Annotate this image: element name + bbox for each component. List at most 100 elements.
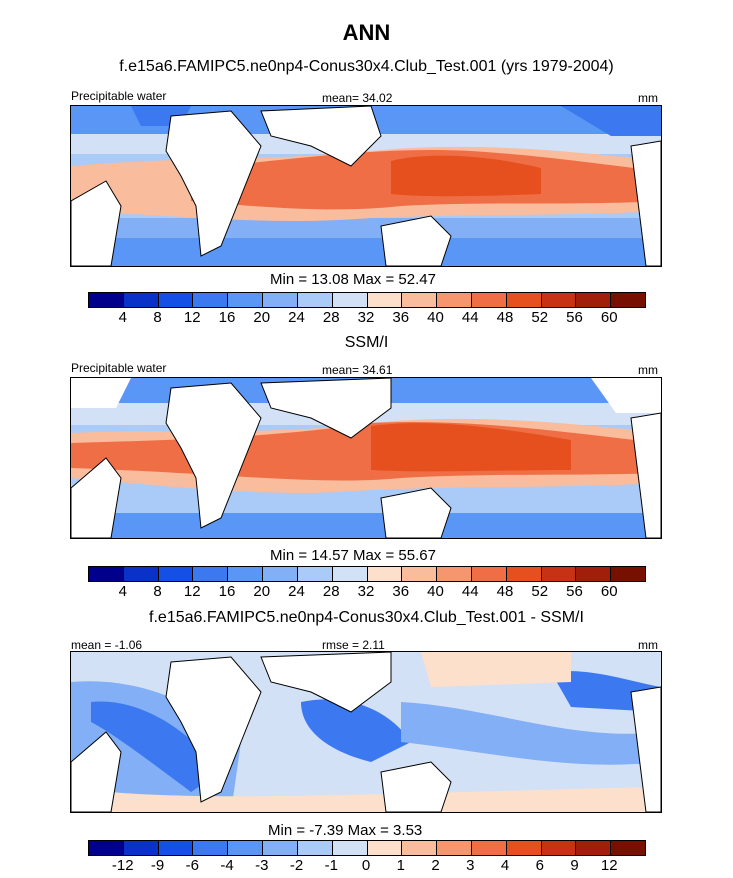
colorbar-tick-label: 28 bbox=[322, 583, 340, 600]
panel1-colorbar bbox=[88, 292, 646, 308]
panel1-minmax: Min = 13.08 Max = 52.47 bbox=[270, 271, 436, 288]
colorbar-swatch bbox=[506, 567, 542, 581]
colorbar-tick-label: 8 bbox=[153, 583, 162, 600]
colorbar-tick-label: 8 bbox=[153, 309, 162, 326]
colorbar-swatch bbox=[576, 567, 612, 581]
colorbar-tick-label: 2 bbox=[431, 857, 440, 874]
colorbar-swatch bbox=[576, 293, 612, 307]
colorbar-swatch bbox=[158, 293, 194, 307]
colorbar-tick-label: 6 bbox=[535, 857, 544, 874]
colorbar-tick-label: 28 bbox=[322, 309, 340, 326]
panel3-mean-label: mean = -1.06 bbox=[71, 638, 143, 652]
colorbar-swatch bbox=[89, 841, 124, 855]
colorbar-swatch bbox=[297, 567, 333, 581]
colorbar-swatch bbox=[89, 293, 124, 307]
colorbar-swatch bbox=[437, 293, 472, 307]
colorbar-tick-label: 0 bbox=[361, 857, 371, 874]
panel3-title: f.e15a6.FAMIPC5.ne0np4-Conus30x4.Club_Te… bbox=[149, 609, 584, 626]
colorbar-swatch bbox=[611, 567, 645, 581]
colorbar-tick-label: 48 bbox=[496, 309, 514, 326]
panel3-minmax: Min = -7.39 Max = 3.53 bbox=[268, 822, 423, 839]
colorbar-swatch bbox=[541, 293, 577, 307]
colorbar-swatch bbox=[158, 567, 194, 581]
panel2-title: SSM/I bbox=[344, 334, 389, 351]
colorbar-tick-label: 24 bbox=[288, 309, 305, 326]
colorbar-tick-label: 20 bbox=[253, 309, 271, 326]
colorbar-tick-label: 20 bbox=[253, 583, 271, 600]
colorbar-tick-label: 3 bbox=[466, 857, 475, 874]
colorbar-tick-label: -12 bbox=[111, 857, 134, 874]
colorbar-swatch bbox=[123, 293, 159, 307]
colorbar-tick-label: 24 bbox=[288, 583, 305, 600]
colorbar-tick-label: 52 bbox=[531, 309, 549, 326]
panel1-units-label: mm bbox=[638, 91, 658, 105]
colorbar-swatch bbox=[402, 841, 438, 855]
colorbar-tick-label: 60 bbox=[600, 309, 618, 326]
colorbar-swatch bbox=[332, 567, 368, 581]
colorbar-swatch bbox=[263, 293, 298, 307]
colorbar-tick-label: 4 bbox=[118, 583, 127, 600]
colorbar-tick-label: -9 bbox=[150, 857, 165, 874]
colorbar-tick-label: 36 bbox=[392, 583, 410, 600]
colorbar-swatch bbox=[123, 841, 159, 855]
panel2-map bbox=[70, 377, 662, 539]
colorbar-tick-label: 56 bbox=[566, 309, 583, 326]
panel1-map bbox=[70, 105, 662, 267]
colorbar-swatch bbox=[228, 841, 264, 855]
colorbar-swatch bbox=[506, 841, 542, 855]
colorbar-swatch bbox=[193, 841, 229, 855]
colorbar-tick-label: 16 bbox=[218, 583, 236, 600]
panel1-title: f.e15a6.FAMIPC5.ne0np4-Conus30x4.Club_Te… bbox=[119, 58, 614, 75]
colorbar-tick-label: 60 bbox=[600, 583, 618, 600]
colorbar-swatch bbox=[471, 567, 507, 581]
colorbar-swatch bbox=[332, 841, 368, 855]
colorbar-swatch bbox=[158, 841, 194, 855]
colorbar-swatch bbox=[193, 567, 229, 581]
colorbar-swatch bbox=[402, 567, 438, 581]
panel2-units-label: mm bbox=[638, 363, 658, 377]
colorbar-tick-label: 16 bbox=[218, 309, 236, 326]
colorbar-swatch bbox=[367, 841, 403, 855]
colorbar-tick-label: 56 bbox=[566, 583, 583, 600]
colorbar-swatch bbox=[437, 567, 472, 581]
colorbar-tick-label: -3 bbox=[255, 857, 269, 874]
panel3-map bbox=[70, 651, 662, 813]
colorbar-tick-label: 32 bbox=[357, 583, 375, 600]
colorbar-swatch bbox=[506, 293, 542, 307]
colorbar-swatch bbox=[437, 841, 472, 855]
panel2-minmax: Min = 14.57 Max = 55.67 bbox=[270, 547, 436, 564]
colorbar-tick-label: 48 bbox=[496, 583, 514, 600]
colorbar-swatch bbox=[576, 841, 612, 855]
colorbar-swatch bbox=[297, 293, 333, 307]
colorbar-tick-label: 12 bbox=[183, 309, 201, 326]
colorbar-swatch bbox=[297, 841, 333, 855]
panel2-mean-label: mean= 34.61 bbox=[322, 363, 393, 377]
panel3-rmse-label: rmse = 2.11 bbox=[322, 638, 385, 652]
colorbar-swatch bbox=[263, 567, 298, 581]
panel2-colorbar bbox=[88, 566, 646, 582]
colorbar-swatch bbox=[89, 567, 124, 581]
colorbar-tick-label: 52 bbox=[531, 583, 549, 600]
colorbar-swatch bbox=[402, 293, 438, 307]
colorbar-tick-label: 44 bbox=[461, 583, 479, 600]
colorbar-swatch bbox=[541, 841, 577, 855]
colorbar-swatch bbox=[123, 567, 159, 581]
colorbar-swatch bbox=[367, 293, 403, 307]
colorbar-tick-label: 4 bbox=[500, 857, 510, 874]
colorbar-tick-label: 1 bbox=[396, 857, 405, 874]
colorbar-tick-label: -2 bbox=[289, 857, 304, 874]
colorbar-tick-label: -6 bbox=[185, 857, 199, 874]
colorbar-tick-label: 36 bbox=[392, 309, 410, 326]
colorbar-swatch bbox=[193, 293, 229, 307]
colorbar-swatch bbox=[471, 293, 507, 307]
colorbar-swatch bbox=[611, 293, 645, 307]
colorbar-swatch bbox=[332, 293, 368, 307]
colorbar-swatch bbox=[471, 841, 507, 855]
panel1-variable-label: Precipitable water bbox=[71, 89, 167, 103]
colorbar-tick-label: 12 bbox=[600, 857, 618, 874]
colorbar-tick-label: 40 bbox=[427, 583, 444, 600]
panel3-units-label: mm bbox=[638, 638, 658, 652]
colorbar-swatch bbox=[367, 567, 403, 581]
colorbar-tick-label: -1 bbox=[324, 857, 338, 874]
colorbar-tick-label: 40 bbox=[427, 309, 444, 326]
